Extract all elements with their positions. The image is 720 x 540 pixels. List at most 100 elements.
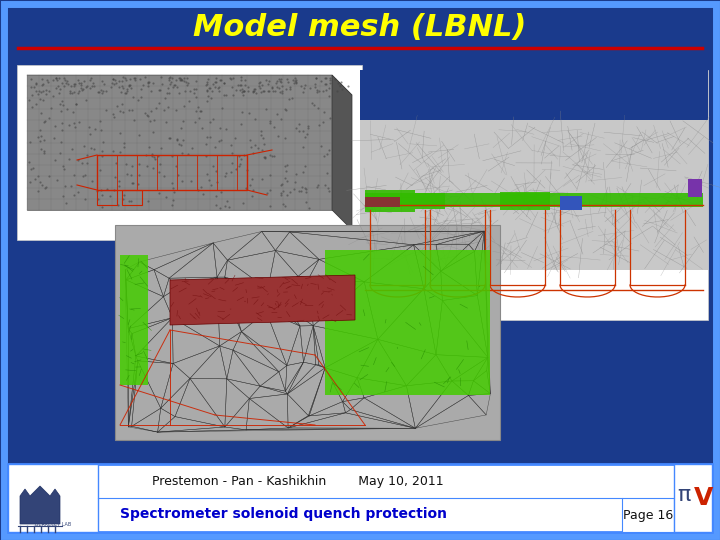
Point xyxy=(290,79,302,87)
Point xyxy=(158,105,170,114)
Point xyxy=(173,139,184,148)
Point xyxy=(139,109,150,117)
Point xyxy=(148,79,159,87)
Point xyxy=(68,191,79,199)
Point xyxy=(75,80,86,89)
Point xyxy=(117,73,129,82)
Point xyxy=(334,82,346,91)
Point xyxy=(300,184,311,192)
Point xyxy=(163,134,175,143)
Point xyxy=(128,73,140,82)
Point xyxy=(318,152,330,160)
Point xyxy=(265,151,276,159)
Point xyxy=(234,81,246,90)
Point xyxy=(204,84,216,92)
Point xyxy=(37,96,49,105)
Point xyxy=(143,77,155,86)
Point xyxy=(253,79,264,87)
Point xyxy=(264,201,276,210)
Point xyxy=(32,89,44,98)
Point xyxy=(308,101,320,110)
Point xyxy=(164,79,176,88)
Point xyxy=(96,147,108,156)
Point xyxy=(37,80,49,89)
Point xyxy=(280,166,292,175)
Bar xyxy=(688,179,702,197)
Point xyxy=(284,83,296,92)
Point xyxy=(237,85,248,93)
Point xyxy=(174,76,186,84)
Point xyxy=(120,160,132,168)
Point xyxy=(126,179,138,188)
Bar xyxy=(500,192,550,210)
Point xyxy=(175,124,186,133)
Point xyxy=(124,106,135,114)
Bar xyxy=(17,65,362,240)
Point xyxy=(276,89,288,98)
Point xyxy=(221,197,233,206)
Point xyxy=(253,82,265,90)
Point xyxy=(101,87,112,96)
Point xyxy=(311,86,323,94)
Point xyxy=(302,124,314,132)
Point xyxy=(299,132,310,141)
Point xyxy=(142,197,153,206)
Point xyxy=(169,81,181,90)
Point xyxy=(58,165,70,174)
Point xyxy=(230,85,241,94)
Point xyxy=(295,187,307,195)
Point xyxy=(88,82,99,91)
Point xyxy=(259,153,271,161)
Point xyxy=(106,79,117,87)
Point xyxy=(300,198,312,206)
Bar xyxy=(415,193,445,209)
Point xyxy=(80,83,91,91)
Point xyxy=(178,77,189,86)
Point xyxy=(206,94,217,103)
Point xyxy=(44,87,55,96)
Point xyxy=(104,191,116,200)
Point xyxy=(160,192,171,201)
Point xyxy=(32,187,43,195)
Point xyxy=(114,107,126,116)
Point xyxy=(68,82,80,91)
Point xyxy=(64,89,76,98)
Point xyxy=(56,78,68,87)
Point xyxy=(164,73,176,82)
Point xyxy=(311,88,323,97)
Point xyxy=(24,178,36,186)
Point xyxy=(230,165,242,173)
Point xyxy=(291,76,302,85)
Point xyxy=(166,201,178,210)
Point xyxy=(275,189,287,198)
Point xyxy=(40,184,51,193)
Point xyxy=(60,79,71,88)
Point xyxy=(72,76,84,84)
Point xyxy=(143,142,155,151)
Point xyxy=(63,79,74,88)
Point xyxy=(194,107,206,116)
Point xyxy=(324,74,336,83)
Point xyxy=(143,78,154,86)
Point xyxy=(122,85,133,93)
Point xyxy=(45,104,56,112)
Point xyxy=(51,76,63,84)
Point xyxy=(24,96,35,105)
Point xyxy=(107,110,119,118)
Point xyxy=(329,75,341,83)
Point xyxy=(175,140,186,149)
Point xyxy=(262,79,274,88)
Point xyxy=(297,143,309,151)
Point xyxy=(158,172,170,180)
Point xyxy=(180,78,192,86)
Point xyxy=(227,74,238,83)
Point xyxy=(269,123,280,131)
Point xyxy=(126,161,138,170)
Point xyxy=(220,172,231,180)
Point xyxy=(124,75,135,84)
Point xyxy=(120,75,132,84)
Point xyxy=(319,73,330,82)
Point xyxy=(171,83,183,91)
Point xyxy=(35,87,47,96)
Point xyxy=(235,159,246,168)
